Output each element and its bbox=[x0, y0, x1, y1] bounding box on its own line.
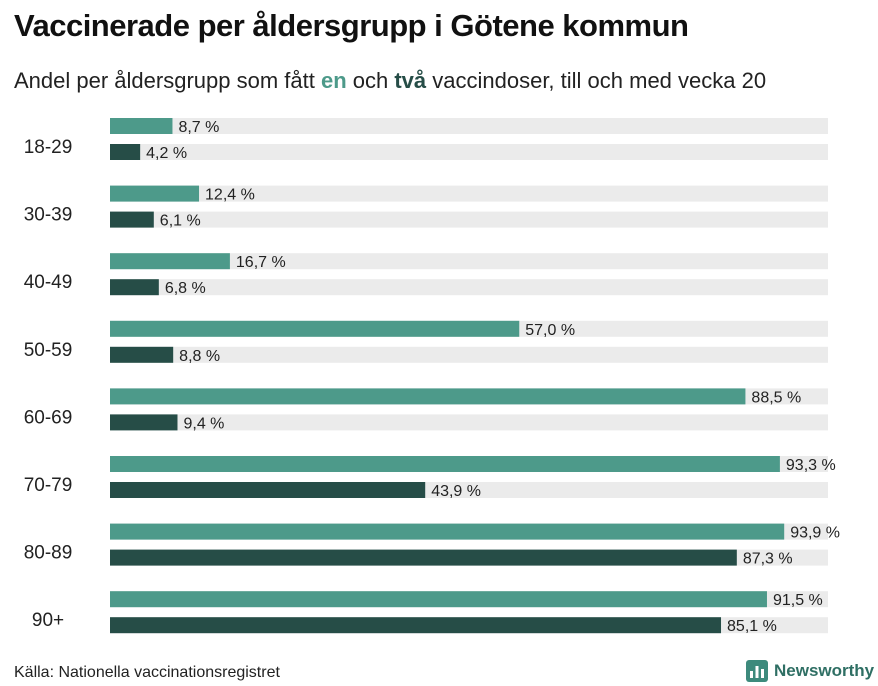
bar-two-doses bbox=[110, 211, 154, 228]
bar-track bbox=[110, 185, 828, 202]
subtitle-text-middle: och bbox=[346, 68, 395, 93]
data-label: 16,7 % bbox=[236, 254, 286, 271]
bar-two-doses bbox=[110, 144, 141, 160]
bar-track bbox=[110, 253, 828, 270]
brand-name: Newsworthy bbox=[774, 661, 875, 680]
chart-title: Vaccinerade per åldersgrupp i Götene kom… bbox=[14, 8, 689, 43]
bar-one-dose bbox=[110, 320, 520, 337]
data-label: 12,4 % bbox=[205, 187, 255, 204]
bar-chart-logo-icon bbox=[746, 660, 768, 682]
bar-two-doses bbox=[110, 617, 722, 634]
bar-one-dose bbox=[110, 185, 200, 202]
subtitle-highlight-one-dose: en bbox=[320, 68, 347, 93]
data-label: 9,4 % bbox=[183, 415, 224, 432]
bar-one-dose bbox=[110, 456, 780, 472]
bar-one-dose bbox=[110, 523, 785, 540]
bar-one-dose bbox=[110, 253, 230, 270]
data-label: 4,2 % bbox=[146, 145, 187, 162]
data-label: 93,9 % bbox=[790, 525, 840, 542]
data-label: 6,8 % bbox=[165, 280, 206, 297]
category-label: 18-29 bbox=[24, 137, 73, 158]
bar-one-dose bbox=[110, 118, 173, 134]
bar-one-dose bbox=[110, 591, 767, 608]
bar-two-doses bbox=[110, 414, 178, 431]
category-label: 30-39 bbox=[24, 205, 73, 226]
data-label: 43,9 % bbox=[431, 483, 481, 500]
bar-track bbox=[110, 414, 828, 431]
data-label: 57,0 % bbox=[525, 322, 575, 339]
subtitle-text-before: Andel per åldersgrupp som fått bbox=[14, 68, 321, 93]
bar-track bbox=[110, 279, 828, 296]
bar-track bbox=[110, 144, 828, 160]
category-label: 40-49 bbox=[24, 272, 73, 293]
bar-two-doses bbox=[110, 482, 426, 498]
subtitle-highlight-two-doses: två bbox=[394, 68, 427, 93]
data-label: 6,1 % bbox=[160, 213, 201, 230]
data-label: 85,1 % bbox=[727, 618, 777, 635]
data-label: 88,5 % bbox=[751, 389, 801, 406]
bar-track bbox=[110, 346, 828, 363]
category-label: 60-69 bbox=[24, 407, 73, 428]
bar-one-dose bbox=[110, 388, 746, 405]
brand-logo: Newsworthy bbox=[746, 660, 874, 682]
chart-subtitle: Andel per åldersgrupp som fått en och tv… bbox=[14, 68, 766, 94]
category-label: 50-59 bbox=[24, 340, 73, 361]
bar-two-doses bbox=[110, 346, 174, 363]
category-label: 70-79 bbox=[24, 475, 73, 496]
source-note: Källa: Nationella vaccinationsregistret bbox=[14, 664, 280, 681]
category-label: 90+ bbox=[32, 610, 64, 631]
bar-track bbox=[110, 211, 828, 228]
subtitle-text-after: vaccindoser, till och med vecka 20 bbox=[426, 68, 767, 93]
bar-two-doses bbox=[110, 549, 737, 566]
data-label: 87,3 % bbox=[743, 551, 793, 568]
data-label: 93,3 % bbox=[786, 457, 836, 474]
data-label: 8,7 % bbox=[178, 119, 219, 136]
data-label: 91,5 % bbox=[773, 592, 823, 609]
bar-track bbox=[110, 118, 828, 134]
data-label: 8,8 % bbox=[179, 348, 220, 365]
bar-two-doses bbox=[110, 279, 159, 296]
category-label: 80-89 bbox=[24, 543, 73, 564]
